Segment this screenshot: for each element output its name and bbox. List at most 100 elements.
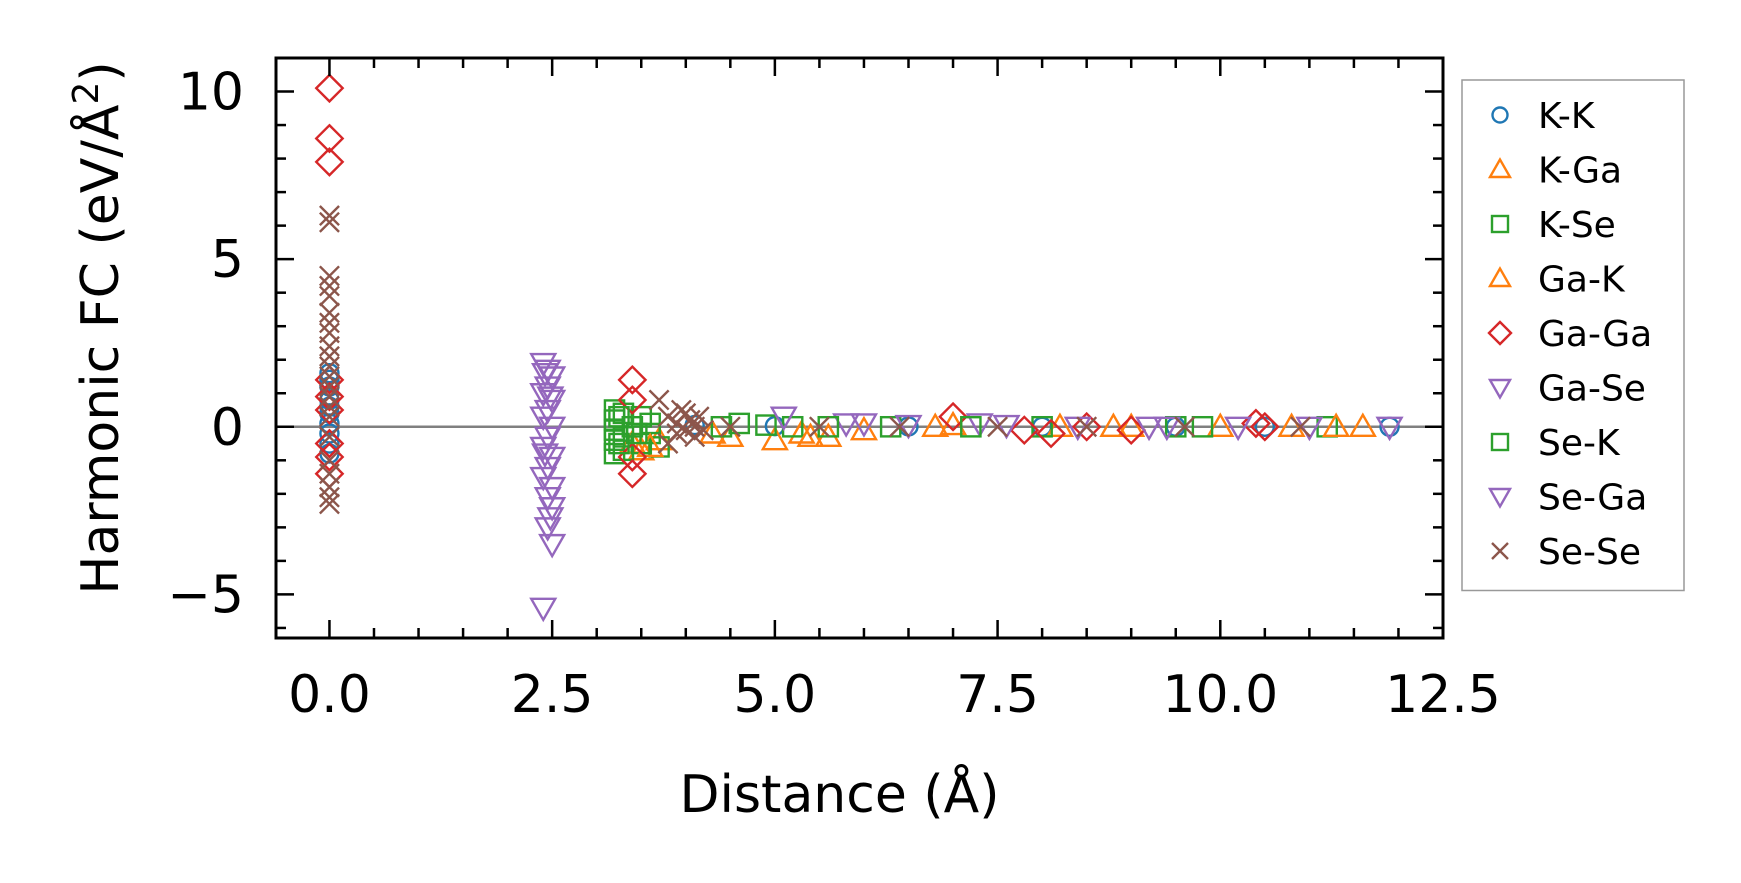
legend-label: K-Se (1538, 205, 1616, 246)
data-point (1191, 415, 1214, 438)
data-point (1206, 412, 1235, 437)
y-tick-label: −5 (167, 565, 244, 625)
y-tick-label: 0 (211, 398, 244, 458)
data-point (1241, 408, 1271, 439)
legend-label: K-Ga (1538, 151, 1622, 192)
legend-label: Ga-Ga (1538, 314, 1652, 355)
data-point (894, 414, 923, 440)
data-point (530, 362, 560, 388)
data-point (314, 123, 345, 154)
legend-marker (1487, 378, 1513, 400)
data-point (319, 285, 340, 307)
legend-marker (1487, 157, 1513, 179)
data-point (319, 211, 340, 233)
data-point (319, 335, 340, 357)
legend-entry-ga-ga: Ga-Ga (1487, 314, 1652, 355)
y-tick-label: 5 (211, 230, 244, 290)
data-layer (276, 73, 1443, 623)
legend-entry-k-ga: K-Ga (1487, 151, 1622, 192)
data-point (693, 419, 715, 441)
legend-entry-ga-se: Ga-Se (1487, 369, 1646, 410)
legend-entry-se-ga: Se-Ga (1487, 478, 1647, 519)
data-point (536, 507, 565, 532)
data-point (1249, 411, 1280, 442)
x-tick-label: 0.0 (288, 665, 371, 725)
x-tick-label: 7.5 (956, 665, 1039, 725)
legend-entry-k-se: K-Se (1490, 205, 1616, 246)
data-point (636, 432, 665, 458)
legend-marker (1491, 542, 1509, 560)
data-point (319, 426, 340, 448)
legend-entry-k-k: K-K (1491, 96, 1596, 137)
data-point (1036, 418, 1066, 449)
data-point (648, 389, 670, 411)
y-axis-title-superscript: 2 (66, 82, 107, 105)
x-tick-label: 10.0 (1162, 665, 1278, 725)
data-point (1290, 416, 1311, 438)
data-point (1076, 416, 1098, 438)
legend-entry-ga-k: Ga-K (1487, 260, 1626, 301)
data-point (536, 386, 565, 412)
data-point (1375, 416, 1404, 442)
legend-label: Ga-K (1538, 260, 1626, 301)
data-point (319, 486, 340, 508)
data-point (319, 345, 340, 367)
data-point (938, 401, 968, 432)
legend-label: Se-K (1538, 423, 1621, 464)
y-tick-label: 10 (178, 63, 244, 123)
plot-frame (274, 56, 1445, 640)
data-point (319, 413, 340, 434)
legend: K-K K-Ga K-Se Ga-K Ga-Ga Ga-Se Se-K Se-Ga Se-Se (1461, 79, 1685, 592)
data-point (1174, 416, 1196, 438)
data-point (1152, 416, 1181, 442)
data-point (319, 275, 340, 297)
data-point (889, 416, 911, 438)
data-point (608, 405, 630, 428)
data-point (319, 406, 340, 428)
y-axis-title-main: Harmonic FC (eV/Å (69, 104, 131, 595)
x-axis-title: Distance (Å) (679, 763, 999, 825)
legend-marker (1490, 432, 1510, 452)
data-point (319, 302, 340, 324)
legend-entry-se-k: Se-K (1490, 423, 1621, 464)
x-tick-label: 12.5 (1385, 665, 1501, 725)
series-ga-ga (314, 73, 1280, 489)
legend-label: K-K (1538, 96, 1596, 137)
series-se-se (319, 205, 1311, 515)
legend-marker (1487, 320, 1513, 346)
data-point (1071, 411, 1102, 442)
x-tick-label: 2.5 (511, 665, 594, 725)
data-point (1322, 412, 1351, 437)
data-point (657, 406, 679, 428)
data-point (1117, 412, 1146, 437)
data-point (319, 493, 340, 515)
data-point (617, 364, 648, 395)
data-point (1099, 412, 1128, 437)
legend-box (1461, 79, 1685, 592)
data-point (533, 517, 562, 542)
series-ga-se (529, 352, 1404, 623)
data-point (796, 422, 825, 448)
data-point (530, 443, 560, 469)
data-point (688, 406, 710, 428)
data-point (617, 385, 648, 415)
data-point (921, 412, 950, 437)
data-point (319, 366, 340, 387)
data-point (319, 369, 340, 391)
data-point (769, 406, 798, 432)
legend-marker (1491, 106, 1509, 124)
data-point (808, 416, 830, 438)
data-point (1116, 415, 1147, 446)
data-point (319, 376, 340, 398)
data-point (529, 597, 558, 623)
data-point (314, 428, 345, 459)
data-point (728, 412, 751, 435)
data-point (849, 413, 879, 438)
data-point (538, 533, 567, 559)
data-point (1348, 412, 1377, 437)
data-point (666, 423, 688, 444)
data-point (319, 386, 340, 408)
legend-marker (1487, 266, 1513, 288)
data-point (965, 413, 994, 438)
